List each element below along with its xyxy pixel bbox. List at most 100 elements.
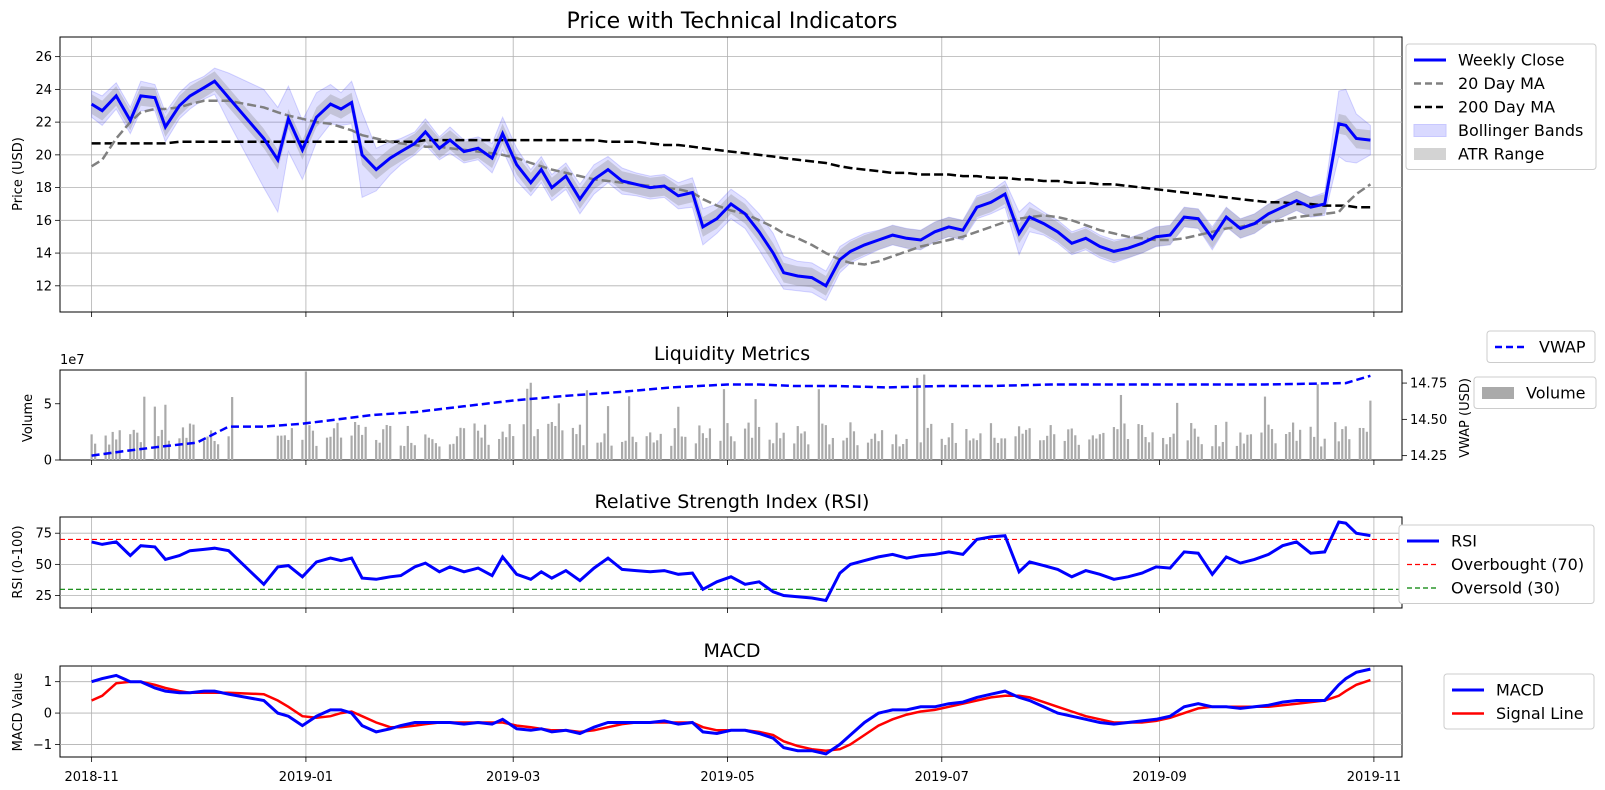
macd-line <box>91 667 1371 756</box>
volume-bar <box>185 437 188 460</box>
volume-bar <box>1049 425 1052 460</box>
y-tick-label: 0 <box>44 707 52 722</box>
volume-bar <box>129 434 132 460</box>
volume-bar <box>1053 434 1056 460</box>
volume-bar <box>807 444 810 460</box>
volume-bar <box>1046 435 1049 460</box>
volume-bar <box>1151 432 1154 460</box>
volume-bar <box>357 424 360 460</box>
price-panel-title: Price with Technical Indicators <box>566 9 897 34</box>
volume-bar <box>652 442 655 460</box>
vwap-y-tick-label: 14.75 <box>1410 377 1447 392</box>
volume-bar <box>216 444 220 460</box>
volume-bar <box>424 434 427 460</box>
volume-bar <box>944 444 947 460</box>
volume-bar <box>1137 424 1140 460</box>
volume-bar <box>1176 402 1179 460</box>
volume-bar <box>413 445 416 460</box>
macd-ylabel: MACD Value <box>11 673 26 752</box>
volume-bar <box>919 442 922 460</box>
volume-bar <box>167 440 171 460</box>
volume-bar <box>954 442 957 460</box>
volume-bar <box>1070 428 1073 460</box>
volume-bar <box>1320 446 1323 460</box>
volume-bar <box>276 435 279 460</box>
weekly-close-line <box>90 79 1371 288</box>
volume-bar <box>582 445 585 460</box>
volume-bar <box>571 427 575 460</box>
y-tick-label: 50 <box>35 558 52 573</box>
macd-legend-box <box>1443 673 1595 730</box>
y-tick-label: 0 <box>44 454 52 469</box>
volume-bar <box>1260 432 1263 460</box>
volume-bar <box>1116 429 1119 460</box>
volume-bar <box>821 423 824 460</box>
volume-bar <box>603 433 606 460</box>
legend-label: 20 Day MA <box>1458 74 1545 93</box>
volume-bar <box>378 442 381 460</box>
volume-bar <box>111 431 114 460</box>
volume-bar <box>1267 424 1270 460</box>
volume-bar <box>898 446 901 460</box>
volume-bar <box>522 424 525 460</box>
volume-bar <box>480 437 483 460</box>
volume-bar <box>1284 433 1288 460</box>
y-tick-label: 14 <box>35 247 52 262</box>
volume-bar <box>628 396 631 460</box>
volume-bar <box>1000 438 1003 460</box>
volume-bar <box>1172 433 1175 460</box>
volume-bar <box>353 421 357 460</box>
volume-bar <box>1119 394 1123 460</box>
volume-bar <box>1249 434 1253 460</box>
y-tick-label: −1 <box>33 738 52 753</box>
volume-bar <box>1242 443 1246 460</box>
legend-label: ATR Range <box>1458 145 1544 164</box>
volume-bar <box>870 438 873 460</box>
volume-bar <box>1235 445 1238 460</box>
volume-bar <box>845 437 849 460</box>
volume-bar <box>1017 426 1021 460</box>
atr-range-area <box>91 71 1371 296</box>
price-legend-box <box>1405 43 1597 170</box>
volume-bar <box>136 432 139 460</box>
volume-bar <box>1193 428 1196 460</box>
volume-bar <box>455 436 459 460</box>
volume-bar <box>90 434 93 460</box>
legend-label: Oversold (30) <box>1451 579 1560 598</box>
y-tick-label: 26 <box>35 50 52 65</box>
volume-bar <box>501 431 504 460</box>
volume-bar <box>459 427 462 460</box>
volume-ylabel: Volume <box>21 394 36 442</box>
volume-bar <box>631 436 634 460</box>
legend-label: RSI <box>1451 532 1477 551</box>
volume-bar <box>1126 439 1130 460</box>
volume-bar <box>1299 429 1302 460</box>
volume-bar <box>1190 423 1193 460</box>
volume-bar <box>698 425 701 460</box>
volume-bar <box>726 423 729 460</box>
x-tick-label: 2019-09 <box>1132 770 1186 785</box>
volume-bar <box>227 436 230 460</box>
volume-bar <box>1239 432 1242 460</box>
volume-bar <box>483 424 487 460</box>
volume-bar <box>1221 441 1224 460</box>
volume-bar <box>880 430 884 460</box>
volume-legend-box <box>1473 376 1597 409</box>
x-tick-label: 2019-05 <box>700 770 754 785</box>
volume-bar <box>529 382 532 460</box>
x-tick-label: 2019-11 <box>1347 770 1401 785</box>
volume-bar <box>178 438 181 460</box>
volume-bar <box>1270 429 1274 460</box>
volume-bar <box>947 437 950 460</box>
volume-bar <box>930 423 933 460</box>
volume-bar <box>989 423 993 460</box>
macd-panel-title: MACD <box>704 640 761 662</box>
volume-bar <box>979 433 982 460</box>
volume-bar <box>1186 440 1189 460</box>
volume-bar <box>1123 423 1126 460</box>
volume-bar <box>701 433 704 460</box>
volume-bar <box>975 440 979 460</box>
volume-bar <box>772 443 775 460</box>
volume-bar <box>670 445 673 460</box>
